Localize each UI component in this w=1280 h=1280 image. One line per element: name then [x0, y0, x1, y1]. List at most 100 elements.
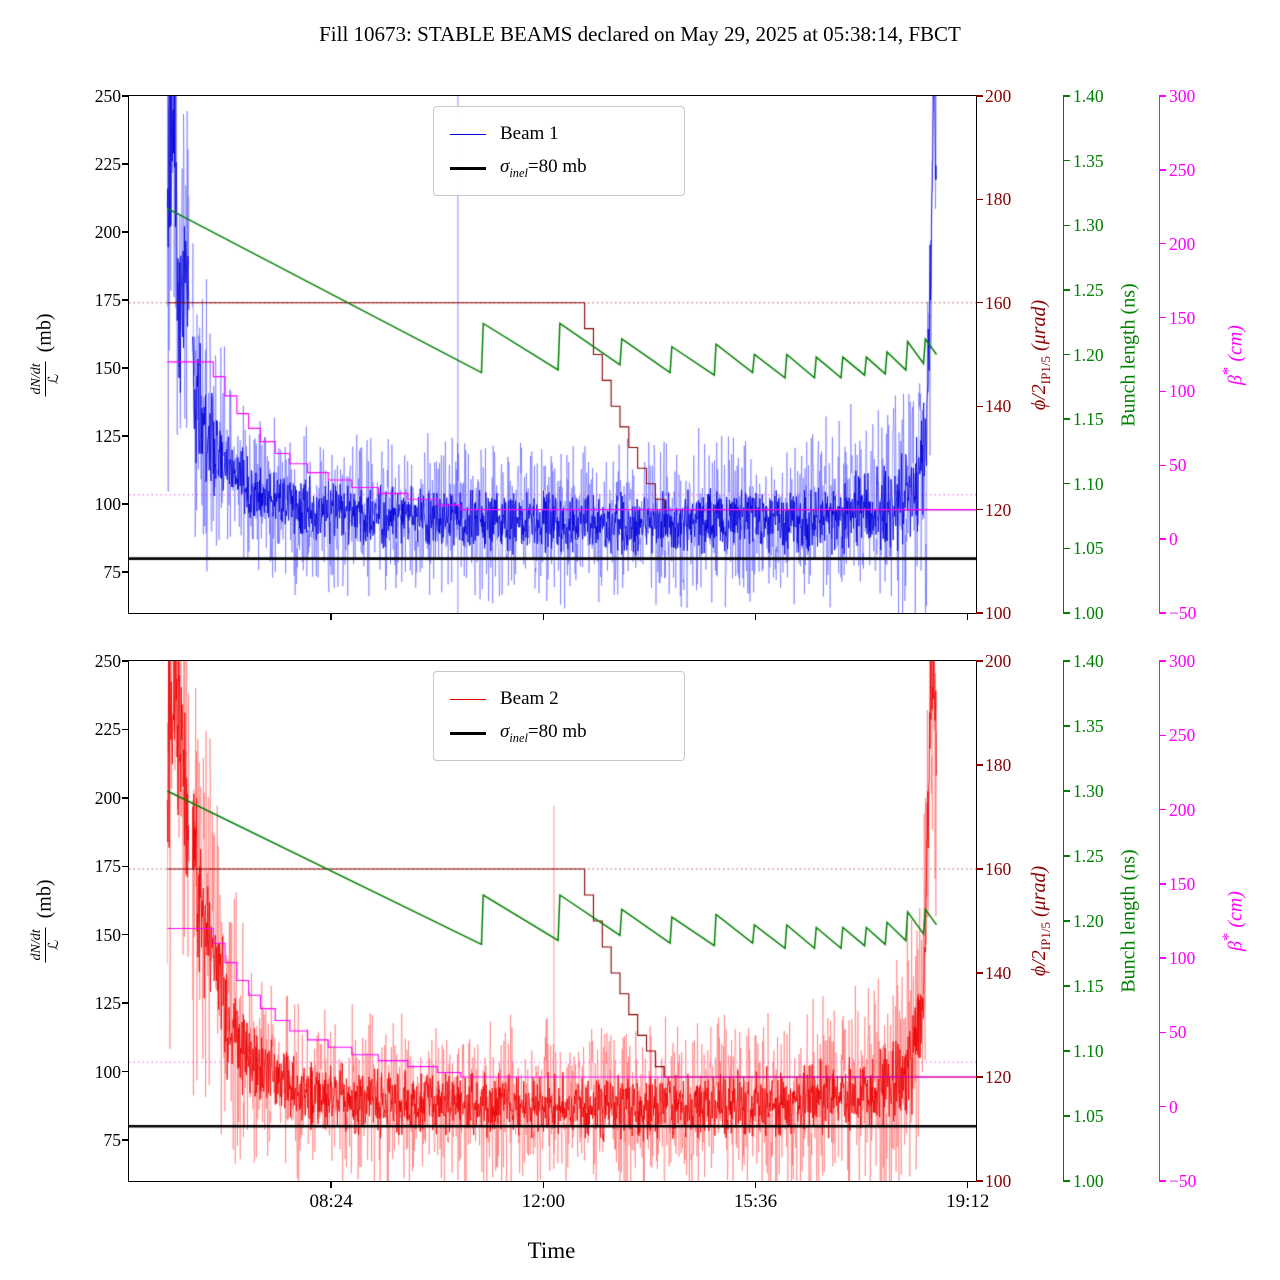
- x-tick: [967, 613, 969, 620]
- crossing-tick-label: 180: [985, 755, 1012, 775]
- rate-tick-label: 100: [94, 1061, 121, 1082]
- legend-beam2-label: Beam 2: [500, 688, 559, 709]
- rate-tick: [122, 163, 129, 165]
- rate-tick: [122, 865, 129, 867]
- crossing-tick: [976, 198, 983, 201]
- beta-tick-label: 150: [1169, 307, 1196, 328]
- beta-tick: [1159, 538, 1166, 540]
- beta-tick: [1159, 1031, 1166, 1034]
- x-tick: [754, 1181, 757, 1188]
- x-tick: [330, 613, 332, 620]
- crossing-tick: [976, 1076, 983, 1078]
- beta-tick: [1159, 883, 1166, 885]
- beta-axis-spine: [1159, 660, 1160, 1182]
- beta-tick-label: 300: [1169, 651, 1196, 671]
- bunch-tick-label: 1.15: [1073, 409, 1104, 430]
- bunch-tick-label: 1.25: [1073, 846, 1104, 866]
- crossing-tick-label: 200: [985, 651, 1012, 671]
- beta-tick-label: 250: [1169, 159, 1196, 180]
- bunch-tick: [1063, 547, 1070, 550]
- rate-tick-label: 75: [103, 1129, 122, 1150]
- beta-tick-label: 50: [1169, 1022, 1187, 1043]
- crossing-tick: [976, 660, 983, 662]
- bunch-tick-label: 1.00: [1073, 603, 1104, 623]
- bunch-tick: [1063, 159, 1070, 162]
- crossing-tick-label: 160: [985, 292, 1012, 313]
- legend-entry-sigma: σinel=80 mb: [450, 716, 668, 750]
- crossing-axis-label: ϕ/2IP1/5 (μrad): [1028, 865, 1053, 977]
- crossing-tick-label: 100: [985, 603, 1012, 623]
- rate-tick: [122, 367, 129, 369]
- rate-tick: [122, 728, 129, 731]
- x-tick-label: 08:24: [309, 1191, 353, 1212]
- beta-tick: [1159, 390, 1166, 393]
- beta-tick-label: 200: [1169, 233, 1196, 254]
- bunch-tick-label: 1.05: [1073, 538, 1104, 559]
- x-tick: [542, 613, 545, 620]
- bunch-tick: [1063, 1115, 1070, 1117]
- bunch-tick-label: 1.20: [1073, 344, 1104, 365]
- crossing-tick: [976, 95, 983, 97]
- x-tick: [967, 1181, 969, 1188]
- beta-tick: [1159, 464, 1166, 466]
- beta-tick: [1159, 660, 1166, 662]
- x-tick-label: 15:36: [733, 1191, 778, 1212]
- beta-tick: [1159, 1106, 1166, 1108]
- crossing-tick-label: 100: [985, 1171, 1012, 1191]
- x-tick-label: 19:12: [946, 1191, 990, 1212]
- crossing-tick-label: 120: [985, 1067, 1012, 1087]
- beta-tick-label: 100: [1169, 381, 1196, 402]
- rate-tick: [122, 1070, 129, 1073]
- x-tick: [754, 613, 757, 620]
- bunch-tick-label: 1.35: [1073, 716, 1104, 736]
- crossing-tick-label: 160: [985, 859, 1012, 879]
- bunch-tick-label: 1.10: [1073, 1041, 1104, 1061]
- legend-sigma-label: σinel=80 mb: [500, 155, 587, 180]
- rate-tick-label: 200: [94, 222, 121, 243]
- beta-tick: [1159, 243, 1166, 245]
- crossing-tick: [976, 612, 983, 614]
- legend-sigma-line-swatch: [450, 166, 486, 170]
- crossing-tick: [976, 302, 983, 304]
- rate-fraction: dN/dt ℒ: [29, 360, 62, 397]
- bunch-tick-label: 1.35: [1073, 150, 1104, 171]
- legend-beam1-label: Beam 1: [500, 123, 559, 144]
- legend-beam2-line-swatch: [450, 698, 486, 700]
- beta-tick-label: −50: [1169, 1171, 1197, 1191]
- crossing-tick-label: 140: [985, 396, 1012, 417]
- rate-tick: [122, 660, 129, 662]
- rate-tick-label: 175: [94, 290, 121, 311]
- crossing-tick: [976, 1180, 983, 1182]
- bunch-tick-label: 1.40: [1073, 651, 1104, 671]
- x-tick: [542, 1181, 545, 1188]
- bunch-tick: [1063, 920, 1070, 922]
- rate-tick: [122, 571, 129, 573]
- beta-tick: [1159, 316, 1166, 319]
- beta-tick: [1159, 95, 1166, 97]
- crossing-tick: [976, 972, 983, 974]
- beta-axis-label: β* (cm): [1218, 891, 1247, 951]
- rate-tick: [122, 797, 129, 799]
- beta-tick-label: 0: [1169, 529, 1178, 550]
- x-axis-label: Time: [527, 1238, 576, 1263]
- legend-beam1-line-swatch: [450, 133, 486, 135]
- crossing-tick: [976, 868, 983, 870]
- rate-tick-label: 125: [94, 993, 121, 1014]
- legend-entry-sigma: σinel=80 mb: [450, 151, 668, 185]
- panel-beam1: Beam 1 σinel=80 mb dN/dt ℒ (mb) ϕ/2IP1/5 …: [29, 86, 1246, 623]
- rate-tick: [122, 231, 129, 233]
- rate-tick: [122, 933, 129, 936]
- bunch-tick: [1063, 289, 1070, 291]
- bunch-tick: [1063, 725, 1070, 727]
- rate-tick: [122, 503, 129, 505]
- bunch-tick: [1063, 612, 1070, 614]
- panel-beam2: Beam 2 σinel=80 mb dN/dt ℒ (mb) ϕ/2IP1/5 …: [29, 651, 1246, 1212]
- legend-beam2: Beam 2 σinel=80 mb: [433, 671, 685, 761]
- crossing-tick: [976, 405, 983, 407]
- beta-tick-label: 0: [1169, 1096, 1178, 1117]
- rate-tick-label: 150: [94, 358, 121, 379]
- bunch-tick: [1063, 790, 1070, 792]
- legend-entry-beam2: Beam 2: [450, 682, 668, 716]
- rate-axis-label: dN/dt ℒ (mb): [29, 879, 62, 963]
- rate-tick-label: 75: [103, 562, 122, 583]
